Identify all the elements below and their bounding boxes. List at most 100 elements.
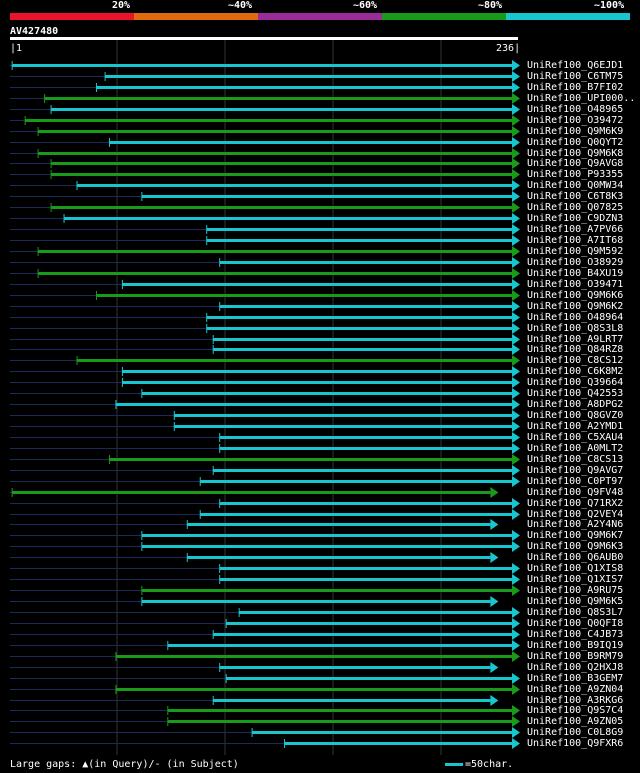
hit-bar[interactable] bbox=[0, 60, 525, 71]
hit-row[interactable]: UniRef100_Q39664 bbox=[0, 377, 640, 389]
hit-bar[interactable] bbox=[0, 256, 525, 268]
hit-row[interactable]: UniRef100_B9IQ19 bbox=[0, 639, 640, 651]
hit-bar[interactable] bbox=[0, 158, 525, 170]
hit-bar[interactable] bbox=[0, 322, 525, 334]
hit-bar[interactable] bbox=[0, 628, 525, 640]
hit-bar[interactable] bbox=[0, 92, 525, 104]
hit-bar[interactable] bbox=[0, 508, 525, 520]
hit-row[interactable]: UniRef100_Q07825 bbox=[0, 202, 640, 214]
hit-row[interactable]: UniRef100_A9LRT7 bbox=[0, 333, 640, 345]
hit-row[interactable]: UniRef100_Q9AVG8 bbox=[0, 158, 640, 170]
hit-label[interactable]: UniRef100_B7FI02 bbox=[527, 81, 624, 93]
hit-bar[interactable] bbox=[0, 278, 525, 290]
hit-label[interactable]: UniRef100_Q9M6K9 bbox=[527, 125, 624, 137]
hit-row[interactable]: UniRef100_Q6EJD1 bbox=[0, 60, 640, 71]
hit-row[interactable]: UniRef100_Q9AVG7 bbox=[0, 464, 640, 476]
hit-label[interactable]: UniRef100_Q39664 bbox=[527, 377, 624, 389]
hit-row[interactable]: UniRef100_Q1XIS7 bbox=[0, 574, 640, 586]
hit-label[interactable]: UniRef100_C4JB73 bbox=[527, 628, 624, 640]
hit-row[interactable]: UniRef100_A2Y4N6 bbox=[0, 519, 640, 531]
hit-row[interactable]: UniRef100_B9RM79 bbox=[0, 650, 640, 662]
hit-row[interactable]: UniRef100_Q8GVZ0 bbox=[0, 410, 640, 422]
hit-row[interactable]: UniRef100_Q9M6K7 bbox=[0, 530, 640, 542]
hit-bar[interactable] bbox=[0, 672, 525, 684]
hit-bar[interactable] bbox=[0, 661, 525, 673]
hit-row[interactable]: UniRef100_O48965 bbox=[0, 103, 640, 115]
hit-bar[interactable] bbox=[0, 683, 525, 695]
hit-bar[interactable] bbox=[0, 355, 525, 367]
hit-bar[interactable] bbox=[0, 245, 525, 257]
hit-label[interactable]: UniRef100_B9RM79 bbox=[527, 650, 624, 662]
hit-label[interactable]: UniRef100_C9DZN3 bbox=[527, 213, 624, 225]
hit-label[interactable]: UniRef100_Q42553 bbox=[527, 388, 624, 400]
hit-bar[interactable] bbox=[0, 410, 525, 422]
hit-label[interactable]: UniRef100_P93355 bbox=[527, 169, 624, 181]
hit-row[interactable]: UniRef100_C0L8G9 bbox=[0, 727, 640, 739]
hit-label[interactable]: UniRef100_Q2VEY4 bbox=[527, 508, 624, 520]
hit-label[interactable]: UniRef100_Q9FV48 bbox=[527, 486, 624, 498]
hit-bar[interactable] bbox=[0, 191, 525, 203]
hit-row[interactable]: UniRef100_C9DZN3 bbox=[0, 213, 640, 225]
hit-row[interactable]: UniRef100_Q42553 bbox=[0, 388, 640, 400]
hit-label[interactable]: UniRef100_Q8S3L7 bbox=[527, 607, 624, 618]
hit-row[interactable]: UniRef100_C5XAU4 bbox=[0, 431, 640, 443]
hit-label[interactable]: UniRef100_B9IQ19 bbox=[527, 639, 624, 651]
hit-row[interactable]: UniRef100_Q9M6K2 bbox=[0, 300, 640, 312]
hit-bar[interactable] bbox=[0, 224, 525, 236]
hit-row[interactable]: UniRef100_A8DPG2 bbox=[0, 399, 640, 411]
hit-label[interactable]: UniRef100_O48965 bbox=[527, 103, 624, 115]
hit-bar[interactable] bbox=[0, 738, 525, 750]
hit-row[interactable]: UniRef100_B7FI02 bbox=[0, 81, 640, 93]
hit-row[interactable]: UniRef100_A2YMD1 bbox=[0, 421, 640, 433]
hit-bar[interactable] bbox=[0, 125, 525, 137]
hit-bar[interactable] bbox=[0, 596, 525, 608]
hit-label[interactable]: UniRef100_Q9M592 bbox=[527, 245, 624, 257]
hit-label[interactable]: UniRef100_C0L8G9 bbox=[527, 727, 624, 739]
hit-row[interactable]: UniRef100_Q71RX2 bbox=[0, 497, 640, 509]
hit-row[interactable]: UniRef100_A3RKG6 bbox=[0, 694, 640, 706]
hit-row[interactable]: UniRef100_O48964 bbox=[0, 311, 640, 323]
hit-label[interactable]: UniRef100_Q9S7C4 bbox=[527, 705, 624, 717]
hit-row[interactable]: UniRef100_Q9FXR6 bbox=[0, 738, 640, 750]
hit-bar[interactable] bbox=[0, 541, 525, 553]
hit-row[interactable]: UniRef100_B3GEM7 bbox=[0, 672, 640, 684]
hit-row[interactable]: UniRef100_Q0MW34 bbox=[0, 180, 640, 192]
hit-label[interactable]: UniRef100_Q07825 bbox=[527, 202, 624, 214]
hit-label[interactable]: UniRef100_Q2HXJ8 bbox=[527, 661, 624, 673]
hit-bar[interactable] bbox=[0, 377, 525, 389]
hit-bar[interactable] bbox=[0, 202, 525, 214]
hit-label[interactable]: UniRef100_C6K8M2 bbox=[527, 366, 624, 378]
hit-label[interactable]: UniRef100_O39471 bbox=[527, 278, 624, 290]
hit-row[interactable]: UniRef100_Q0QYT2 bbox=[0, 136, 640, 148]
hit-bar[interactable] bbox=[0, 650, 525, 662]
hit-row[interactable]: UniRef100_A7IT68 bbox=[0, 235, 640, 247]
hit-bar[interactable] bbox=[0, 169, 525, 181]
hit-bar[interactable] bbox=[0, 289, 525, 301]
hit-label[interactable]: UniRef100_UPI000.. bbox=[527, 92, 636, 104]
hit-label[interactable]: UniRef100_Q9FXR6 bbox=[527, 738, 624, 750]
hit-row[interactable]: UniRef100_C6T8K3 bbox=[0, 191, 640, 203]
hit-label[interactable]: UniRef100_Q84RZ8 bbox=[527, 344, 624, 356]
hit-row[interactable]: UniRef100_A0MLT2 bbox=[0, 442, 640, 454]
hit-bar[interactable] bbox=[0, 617, 525, 629]
hit-row[interactable]: UniRef100_C8CS13 bbox=[0, 453, 640, 465]
hit-label[interactable]: UniRef100_Q0MW34 bbox=[527, 180, 624, 192]
hit-row[interactable]: UniRef100_P93355 bbox=[0, 169, 640, 181]
hit-row[interactable]: UniRef100_Q2HXJ8 bbox=[0, 661, 640, 673]
hit-label[interactable]: UniRef100_Q6EJD1 bbox=[527, 60, 624, 71]
hit-label[interactable]: UniRef100_Q9AVG8 bbox=[527, 158, 624, 170]
hit-bar[interactable] bbox=[0, 333, 525, 345]
hit-bar[interactable] bbox=[0, 114, 525, 126]
hit-row[interactable]: UniRef100_Q8S3L7 bbox=[0, 607, 640, 618]
hit-bar[interactable] bbox=[0, 552, 525, 564]
hit-label[interactable]: UniRef100_Q9M6K5 bbox=[527, 596, 624, 608]
hit-row[interactable]: UniRef100_Q9M6K8 bbox=[0, 147, 640, 159]
hit-bar[interactable] bbox=[0, 486, 525, 498]
hit-bar[interactable] bbox=[0, 267, 525, 279]
hit-bar[interactable] bbox=[0, 475, 525, 487]
hit-bar[interactable] bbox=[0, 431, 525, 443]
hit-row[interactable]: UniRef100_Q9FV48 bbox=[0, 486, 640, 498]
hit-row[interactable]: UniRef100_Q6AUB0 bbox=[0, 552, 640, 564]
hit-bar[interactable] bbox=[0, 421, 525, 433]
hit-bar[interactable] bbox=[0, 235, 525, 247]
